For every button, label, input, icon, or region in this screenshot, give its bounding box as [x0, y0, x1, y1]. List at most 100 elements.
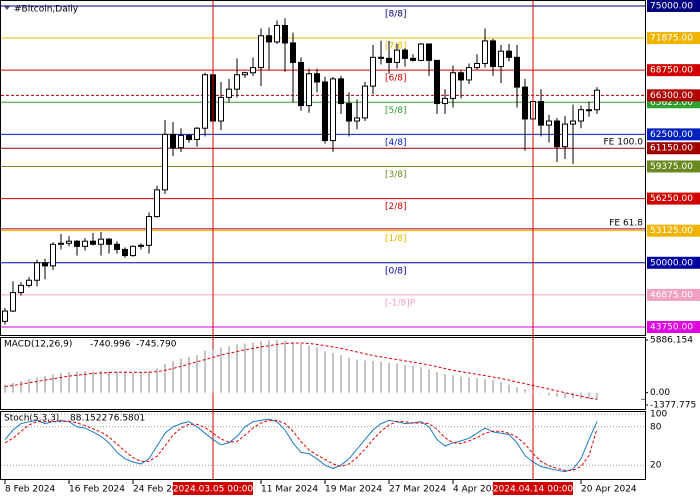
- axis-label-box: [647, 160, 700, 173]
- axis-label: 68750.00: [650, 66, 693, 76]
- candle-body: [522, 86, 528, 120]
- candle-body: [242, 72, 248, 76]
- murrey-label: [5/8]: [385, 106, 407, 116]
- axis-label-box: [647, 0, 700, 12]
- candle-body: [314, 73, 320, 83]
- axis-label: 71875.00: [650, 34, 693, 44]
- candle-body: [370, 56, 376, 87]
- candle-body: [82, 240, 88, 247]
- candle-body: [290, 42, 296, 63]
- axis-label-box: [647, 192, 700, 205]
- y-tick-label: 80: [650, 422, 662, 432]
- murrey-label: [6/8]: [385, 74, 407, 84]
- marker-label-box: [173, 482, 253, 495]
- candle-body: [114, 243, 120, 250]
- candle-body: [506, 50, 512, 58]
- candle-body: [362, 85, 368, 119]
- axis-label-box: [647, 89, 700, 102]
- candle-body: [490, 40, 496, 68]
- axis-label: 75000.00: [650, 1, 693, 11]
- axis-label: 62500.00: [650, 130, 693, 140]
- axis-label-box: [647, 288, 700, 301]
- axis-label: 50000.00: [650, 258, 693, 268]
- axis-label-box: [647, 224, 700, 237]
- candle-body: [138, 244, 144, 247]
- candle-body: [26, 279, 32, 286]
- candle-body: [18, 284, 24, 294]
- candle-body: [354, 117, 360, 122]
- candle-body: [298, 61, 304, 107]
- macd-panel: [0, 337, 646, 410]
- candle-body: [266, 35, 272, 43]
- y-tick-label: 0.00: [650, 388, 670, 398]
- axis-label: 56250.00: [650, 194, 693, 204]
- axis-label-box: [647, 256, 700, 269]
- axis-label-box: [647, 128, 700, 141]
- y-tick-label: 100: [650, 410, 667, 420]
- candle-body: [250, 67, 256, 74]
- candle-body: [378, 56, 384, 59]
- x-tick-label: 20 Apr 2024: [581, 485, 637, 495]
- axis-label: 65625.00: [650, 98, 693, 108]
- candle-body: [578, 109, 584, 122]
- x-tick-label: 27 Mar 2024: [389, 485, 446, 495]
- candle-body: [98, 238, 104, 245]
- murrey-label: [4/8]: [385, 138, 407, 148]
- y-tick-label: 20: [650, 461, 662, 471]
- candle-body: [2, 310, 8, 322]
- macd-readout: -740.996: [90, 340, 131, 350]
- candle-body: [58, 242, 64, 245]
- candle-body: [418, 43, 424, 61]
- candle-body: [162, 133, 168, 191]
- candle-body: [458, 72, 464, 81]
- candle-body: [538, 100, 544, 126]
- candle-body: [474, 62, 480, 69]
- stoch-line: [4, 419, 598, 471]
- candle-body: [258, 35, 264, 69]
- candle-body: [66, 240, 72, 244]
- candle-body: [330, 78, 336, 142]
- candle-body: [122, 248, 128, 257]
- x-tick-label: 8 Feb 2024: [5, 485, 56, 495]
- marker-label: 2024.03.05 00:00: [173, 485, 254, 495]
- candle-body: [274, 24, 280, 43]
- candle-body: [170, 133, 176, 149]
- axis-label-box: [647, 142, 700, 155]
- macd-signal: [4, 342, 598, 400]
- candle-body: [394, 49, 400, 63]
- candle-body: [570, 120, 576, 125]
- x-tick-label: 19 Mar 2024: [325, 485, 382, 495]
- marker-label: 2024.04.14 00:00: [493, 485, 574, 495]
- candle-body: [562, 123, 568, 148]
- candle-body: [594, 89, 600, 111]
- candle-body: [234, 74, 240, 90]
- macd-title: MACD(12,26,9): [4, 340, 72, 350]
- candle-body: [554, 120, 560, 148]
- murrey-label: [2/8]: [385, 202, 407, 212]
- x-tick-label: 24 Feb 20: [133, 485, 178, 495]
- candle-body: [42, 262, 48, 267]
- y-tick-label: 5886.154: [650, 336, 693, 346]
- candle-body: [178, 134, 184, 149]
- stoch-readout: 88.1522: [70, 414, 107, 424]
- axis-label: 66300.00: [650, 91, 693, 101]
- stoch-readout: 76.5801: [108, 414, 145, 424]
- y-tick-label: -1377.775: [650, 401, 696, 411]
- candle-body: [498, 50, 504, 68]
- axis-label-box: [647, 32, 700, 45]
- candle-body: [338, 78, 344, 105]
- candle-body: [466, 67, 472, 81]
- candle-body: [194, 127, 200, 141]
- marker-label-box: [493, 482, 573, 495]
- fe-label: FE 100.0: [604, 138, 644, 148]
- candle-body: [154, 189, 160, 218]
- murrey-label: [3/8]: [385, 170, 407, 180]
- stoch-line: [4, 418, 598, 473]
- candle-body: [482, 40, 488, 64]
- murrey-label: [-1/8]P: [385, 298, 416, 308]
- murrey-label: [0/8]: [385, 266, 407, 276]
- candle-body: [186, 134, 192, 141]
- candle-body: [130, 245, 136, 257]
- murrey-label: [7/8]: [385, 42, 407, 52]
